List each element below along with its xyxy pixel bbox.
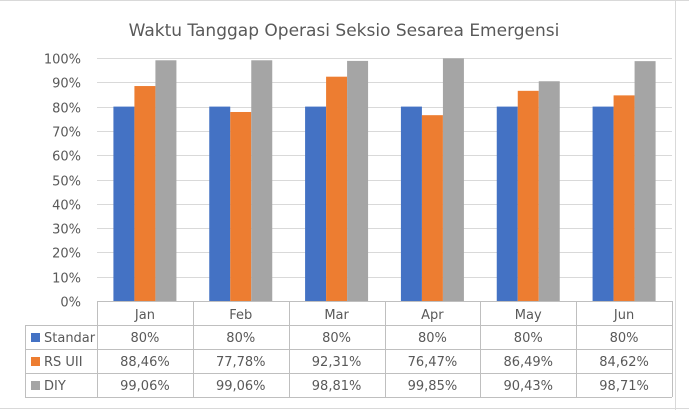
bar-standar-feb xyxy=(209,106,231,301)
y-tick-label: 70% xyxy=(52,126,81,141)
y-tick-label: 50% xyxy=(52,175,81,190)
bar-standar-jun xyxy=(592,106,614,301)
bar-standar-apr xyxy=(400,106,422,301)
data-table-value: 80% xyxy=(514,331,543,346)
y-tick-label: 30% xyxy=(52,223,81,238)
bar-diy-may xyxy=(538,81,560,301)
data-table: Jan Feb Mar Apr May Jun Standar 80% 80% 80% 80% 80%… xyxy=(25,301,673,398)
data-table-value: 99,85% xyxy=(408,379,458,394)
x-category-label: Jan xyxy=(134,308,155,323)
bar-rs-uii-mar xyxy=(326,76,348,301)
bar-diy-jun xyxy=(634,61,656,301)
legend-label: Standar xyxy=(44,331,96,346)
y-gridlines xyxy=(97,58,672,302)
legend-label: DIY xyxy=(44,379,66,394)
bar-diy-mar xyxy=(347,60,369,302)
legend-key-rs-uii xyxy=(31,357,40,366)
x-category-label: Mar xyxy=(324,308,349,323)
data-table-value: 90,43% xyxy=(503,379,553,394)
data-table-value: 80% xyxy=(226,331,255,346)
bar-series xyxy=(113,58,656,302)
x-category-label: May xyxy=(515,308,542,323)
x-category-label: Apr xyxy=(421,308,444,323)
y-tick-label: 80% xyxy=(52,102,81,117)
bar-diy-feb xyxy=(251,60,273,302)
bar-rs-uii-jan xyxy=(134,86,156,301)
y-tick-label: 100% xyxy=(44,53,81,68)
bar-rs-uii-feb xyxy=(230,111,252,301)
bar-rs-uii-apr xyxy=(421,115,443,301)
data-table-value: 86,49% xyxy=(503,355,553,370)
y-tick-label: 10% xyxy=(52,272,81,287)
data-table-value: 80% xyxy=(418,331,447,346)
data-table-value: 80% xyxy=(610,331,639,346)
data-table-value: 98,71% xyxy=(599,379,649,394)
bar-standar-jan xyxy=(113,106,135,301)
data-table-value: 80% xyxy=(322,331,351,346)
chart-title: Waktu Tanggap Operasi Seksio Sesarea Eme… xyxy=(129,21,560,41)
data-table-value: 98,81% xyxy=(312,379,362,394)
data-table-value: 80% xyxy=(130,331,159,346)
data-table-value: 99,06% xyxy=(120,379,170,394)
x-category-label: Jun xyxy=(613,308,634,323)
y-tick-label: 0% xyxy=(60,296,81,311)
data-table-value: 76,47% xyxy=(408,355,458,370)
bar-rs-uii-may xyxy=(517,90,539,301)
y-tick-label: 40% xyxy=(52,199,81,214)
x-category-label: Feb xyxy=(229,308,252,323)
legend-key-standar xyxy=(31,333,40,342)
legend-key-diy xyxy=(31,381,40,390)
bar-standar-may xyxy=(496,106,518,301)
bar-rs-uii-jun xyxy=(613,95,635,301)
bar-standar-mar xyxy=(305,106,327,301)
legend-label: RS UII xyxy=(44,355,83,370)
y-tick-label: 60% xyxy=(52,150,81,165)
data-table-value: 92,31% xyxy=(312,355,362,370)
y-tick-label: 90% xyxy=(52,77,81,92)
y-axis-labels: 0% 10% 20% 30% 40% 50% 60% 70% 80% 90% 100% xyxy=(44,53,81,311)
data-table-value: 84,62% xyxy=(599,355,649,370)
y-tick-label: 20% xyxy=(52,247,81,262)
data-table-value: 88,46% xyxy=(120,355,170,370)
bar-diy-apr xyxy=(442,58,464,301)
bar-diy-jan xyxy=(155,60,177,302)
data-table-value: 99,06% xyxy=(216,379,266,394)
data-table-value: 77,78% xyxy=(216,355,266,370)
